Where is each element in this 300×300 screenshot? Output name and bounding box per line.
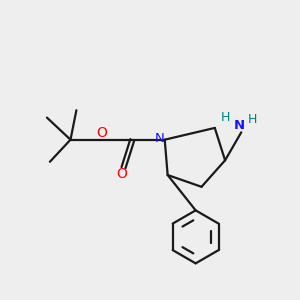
Text: O: O [96,126,107,140]
Text: N: N [234,119,245,132]
Text: O: O [117,167,128,181]
Text: H: H [248,112,257,126]
Text: H: H [220,110,230,124]
Text: N: N [154,132,164,145]
